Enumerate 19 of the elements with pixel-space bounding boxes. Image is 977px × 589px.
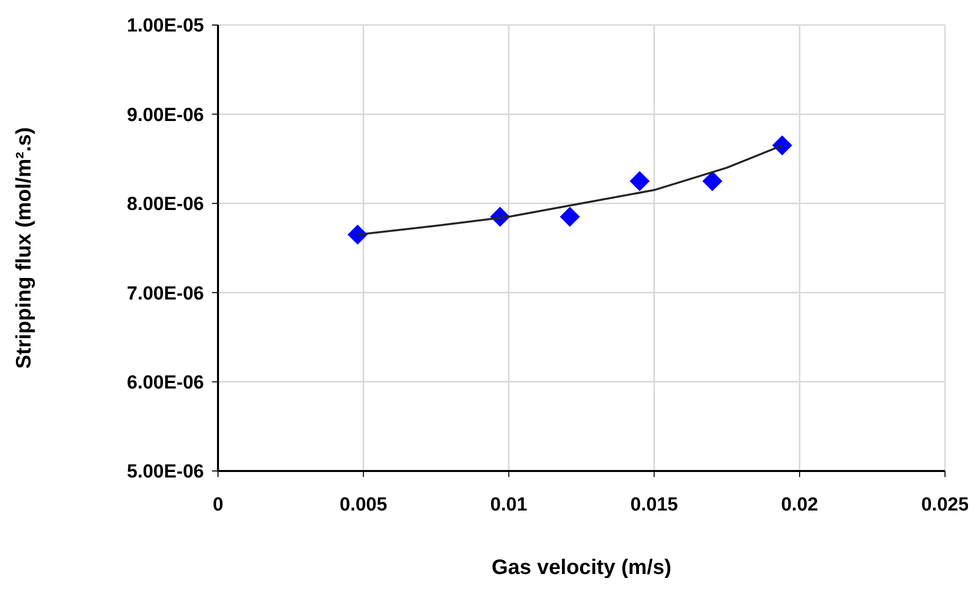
x-tick-label: 0.025 [921, 494, 970, 516]
y-axis-title: Stripping flux (mol/m².s) [12, 127, 36, 369]
point [560, 206, 580, 227]
x-tick-label: 0.015 [630, 494, 678, 516]
x-tick-label: 0.01 [490, 494, 528, 516]
x-tick-label: 0 [212, 494, 224, 516]
point [772, 135, 792, 156]
x-tick-label: 0.005 [340, 494, 388, 516]
y-tick-label: 8.00E-06 [126, 194, 204, 216]
point [348, 224, 368, 245]
y-tick-label: 1.00E-05 [126, 16, 204, 37]
point [630, 171, 650, 192]
y-tick-label: 9.00E-06 [126, 104, 204, 126]
x-tick-label: 0.02 [781, 494, 818, 516]
y-tick-label: 7.00E-06 [126, 283, 204, 304]
x-axis-title: Gas velocity (m/s) [492, 556, 672, 579]
y-tick-label: 5.00E-06 [126, 462, 204, 483]
point [702, 171, 722, 192]
y-tick-label: 6.00E-06 [126, 372, 204, 394]
